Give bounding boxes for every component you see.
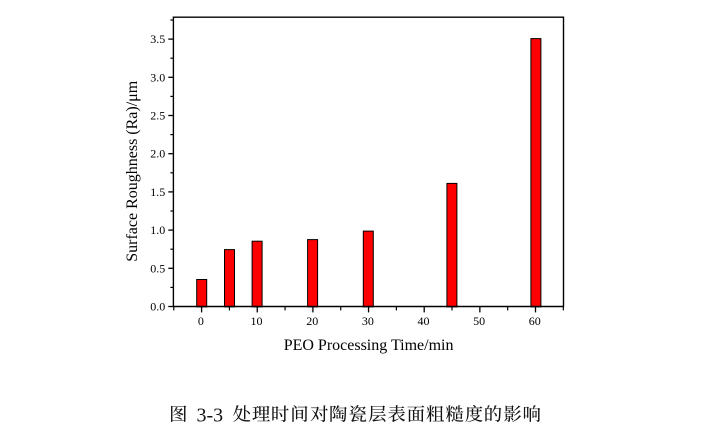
- svg-text:60: 60: [529, 314, 541, 328]
- svg-text:Surface Roughness (Ra)/μm: Surface Roughness (Ra)/μm: [124, 80, 141, 262]
- svg-text:50: 50: [473, 314, 485, 328]
- svg-text:3.0: 3.0: [150, 70, 165, 84]
- svg-text:10: 10: [251, 314, 263, 328]
- svg-text:20: 20: [306, 314, 318, 328]
- svg-text:1.0: 1.0: [150, 223, 165, 237]
- svg-text:2.5: 2.5: [150, 109, 165, 123]
- svg-text:0.0: 0.0: [150, 300, 165, 314]
- svg-text:3-3: 3-3: [197, 404, 224, 426]
- svg-text:30: 30: [362, 314, 374, 328]
- svg-text:3.5: 3.5: [150, 32, 165, 46]
- svg-text:2.0: 2.0: [150, 147, 165, 161]
- svg-text:1.5: 1.5: [150, 185, 165, 199]
- svg-text:PEO Processing Time/min: PEO Processing Time/min: [284, 337, 454, 354]
- svg-text:40: 40: [418, 314, 430, 328]
- svg-text:0: 0: [198, 314, 204, 328]
- svg-text:0.5: 0.5: [150, 261, 165, 275]
